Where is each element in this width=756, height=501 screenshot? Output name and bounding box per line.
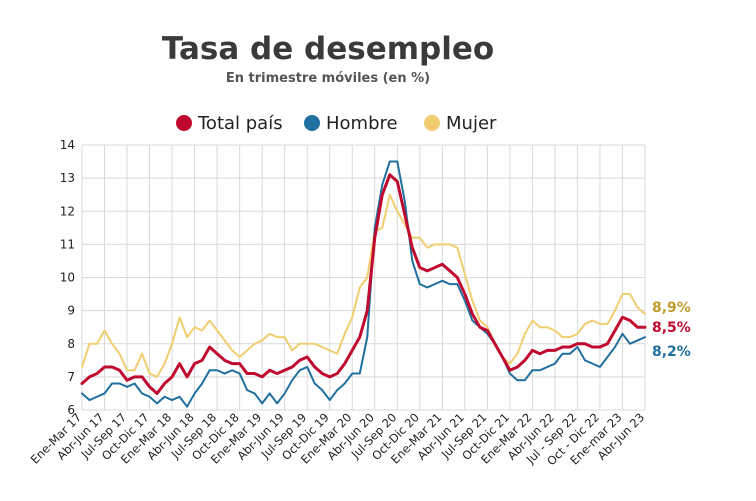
chart-title: Tasa de desempleo xyxy=(162,31,494,67)
legend-marker xyxy=(424,115,440,131)
end-value-label: 8,5% xyxy=(652,320,691,336)
y-tick-label: 14 xyxy=(60,138,75,152)
series-lines xyxy=(80,160,647,408)
y-tick-label: 7 xyxy=(67,370,75,384)
end-value-label: 8,2% xyxy=(652,344,691,360)
chart-grid xyxy=(81,144,646,411)
y-tick-label: 6 xyxy=(67,403,75,417)
y-tick-label: 13 xyxy=(60,171,75,185)
y-axis: 6 7 8 9 10 11 12 13 14 xyxy=(60,138,75,417)
legend-marker xyxy=(176,115,192,131)
legend-label: Total país xyxy=(197,113,283,134)
legend-label: Hombre xyxy=(326,113,398,134)
end-labels: 8,5% 8,2% 8,9% xyxy=(652,300,691,360)
legend-label: Mujer xyxy=(446,113,497,134)
series-line xyxy=(81,193,646,378)
chart-legend: Total país Hombre Mujer xyxy=(176,113,497,134)
y-tick-label: 10 xyxy=(60,271,75,285)
legend-marker xyxy=(304,115,320,131)
y-tick-label: 11 xyxy=(60,237,75,251)
y-tick-label: 12 xyxy=(60,204,75,218)
y-tick-label: 9 xyxy=(67,304,75,318)
series-line xyxy=(80,173,647,395)
series-line xyxy=(81,160,646,408)
chart-subtitle: En trimestre móviles (en %) xyxy=(226,71,430,86)
y-tick-label: 8 xyxy=(67,337,75,351)
end-value-label: 8,9% xyxy=(652,300,691,316)
